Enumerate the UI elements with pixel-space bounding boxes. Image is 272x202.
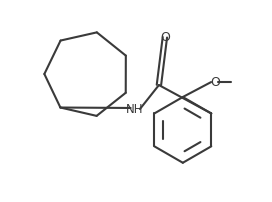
Text: NH: NH: [126, 103, 144, 117]
Text: O: O: [210, 76, 220, 88]
Text: O: O: [160, 31, 170, 44]
